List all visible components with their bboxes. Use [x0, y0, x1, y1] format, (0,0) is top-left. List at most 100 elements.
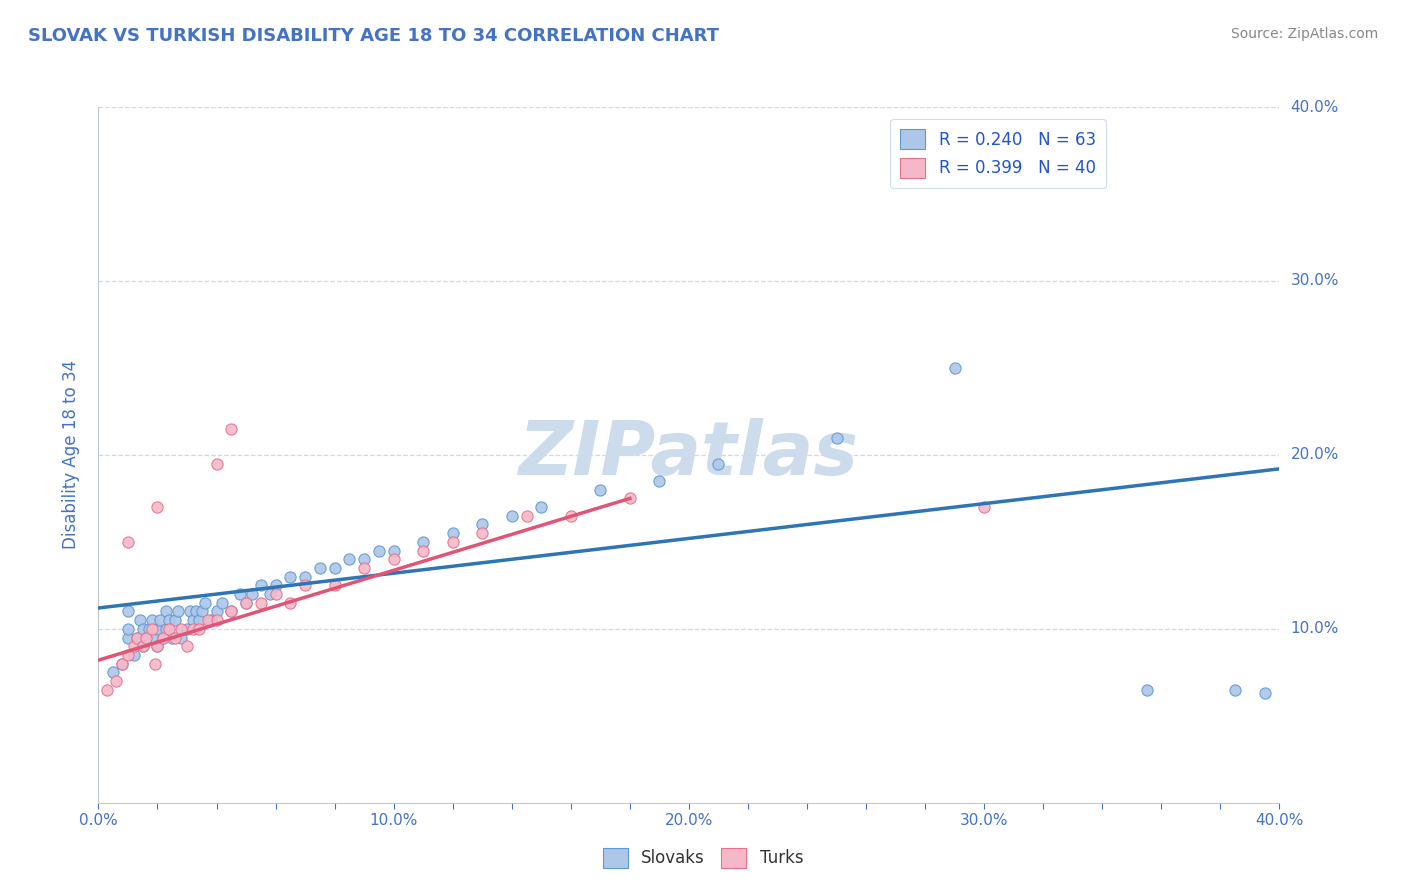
Point — [117, 648, 139, 662]
Point — [111, 657, 134, 671]
Point — [707, 457, 730, 471]
Point — [589, 483, 612, 497]
Point — [250, 596, 273, 610]
Point — [323, 561, 346, 575]
Point — [309, 561, 332, 575]
Point — [117, 534, 139, 549]
Legend: Slovaks, Turks: Slovaks, Turks — [596, 841, 810, 875]
Point — [181, 622, 204, 636]
Point — [141, 622, 163, 636]
Point — [157, 622, 180, 636]
Point — [128, 613, 150, 627]
Point — [187, 622, 209, 636]
Point — [294, 570, 316, 584]
Point — [471, 517, 494, 532]
Point — [259, 587, 281, 601]
Point — [235, 596, 257, 610]
Point — [278, 570, 302, 584]
Text: ZIPatlas: ZIPatlas — [519, 418, 859, 491]
Point — [165, 631, 187, 645]
Point — [122, 648, 145, 662]
Point — [441, 526, 464, 541]
Point — [103, 665, 125, 680]
Point — [143, 657, 166, 671]
Point — [125, 631, 148, 645]
Point — [176, 639, 198, 653]
Point — [149, 613, 172, 627]
Point — [278, 596, 302, 610]
Point — [229, 587, 252, 601]
Point — [146, 622, 169, 636]
Point — [122, 639, 145, 653]
Point — [125, 631, 148, 645]
Point — [825, 431, 848, 445]
Point — [441, 534, 464, 549]
Point — [353, 561, 375, 575]
Point — [155, 622, 177, 636]
Point — [162, 631, 183, 645]
Point — [412, 543, 434, 558]
Point — [146, 639, 169, 653]
Point — [141, 613, 163, 627]
Point — [471, 526, 494, 541]
Point — [96, 682, 118, 697]
Point — [117, 605, 139, 619]
Point — [117, 622, 139, 636]
Point — [111, 657, 134, 671]
Point — [200, 613, 222, 627]
Point — [155, 605, 177, 619]
Point — [412, 534, 434, 549]
Point — [337, 552, 360, 566]
Point — [264, 587, 287, 601]
Point — [219, 605, 242, 619]
Point — [170, 631, 193, 645]
Point — [368, 543, 391, 558]
Point — [240, 587, 263, 601]
Point — [353, 552, 375, 566]
Legend: R = 0.240   N = 63, R = 0.399   N = 40: R = 0.240 N = 63, R = 0.399 N = 40 — [890, 119, 1105, 188]
Point — [146, 500, 169, 514]
Point — [191, 605, 214, 619]
Text: 30.0%: 30.0% — [1291, 274, 1339, 288]
Point — [184, 605, 207, 619]
Point — [1254, 686, 1277, 700]
Point — [135, 631, 157, 645]
Point — [619, 491, 641, 506]
Point — [157, 613, 180, 627]
Point — [132, 639, 155, 653]
Point — [146, 639, 169, 653]
Point — [194, 596, 217, 610]
Text: 20.0%: 20.0% — [1291, 448, 1339, 462]
Point — [179, 605, 201, 619]
Point — [132, 622, 155, 636]
Point — [135, 631, 157, 645]
Point — [323, 578, 346, 592]
Point — [530, 500, 553, 514]
Point — [501, 508, 523, 523]
Point — [264, 578, 287, 592]
Point — [138, 622, 160, 636]
Point — [205, 457, 228, 471]
Point — [235, 596, 257, 610]
Point — [187, 613, 209, 627]
Point — [165, 613, 187, 627]
Point — [143, 631, 166, 645]
Point — [117, 631, 139, 645]
Point — [176, 622, 198, 636]
Point — [1223, 682, 1246, 697]
Point — [1135, 682, 1157, 697]
Point — [943, 360, 966, 375]
Point — [219, 605, 242, 619]
Point — [382, 552, 405, 566]
Point — [167, 605, 190, 619]
Text: 40.0%: 40.0% — [1291, 100, 1339, 114]
Text: 10.0%: 10.0% — [1291, 622, 1339, 636]
Point — [211, 596, 233, 610]
Point — [105, 674, 128, 689]
Point — [294, 578, 316, 592]
Point — [382, 543, 405, 558]
Point — [973, 500, 995, 514]
Point — [132, 639, 155, 653]
Point — [219, 422, 242, 436]
Point — [170, 622, 193, 636]
